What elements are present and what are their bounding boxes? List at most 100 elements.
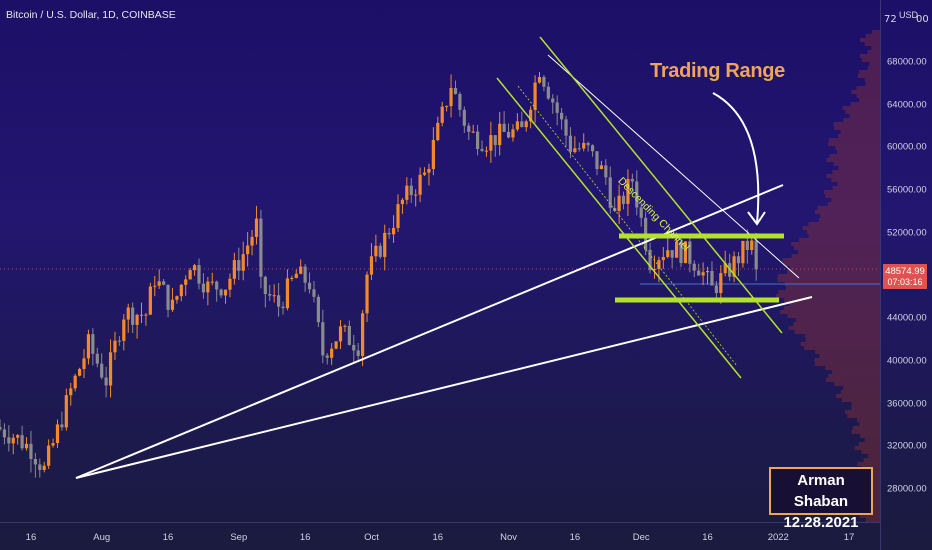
candle-body (608, 177, 612, 208)
volume-profile-bar (800, 342, 880, 346)
y-tick-label: 28000.00 (887, 483, 927, 495)
channel-upper[interactable] (539, 36, 783, 334)
x-tick-label: 16 (162, 532, 174, 543)
volume-profile-bar (859, 38, 880, 42)
candle-body (599, 165, 604, 170)
candle-body (157, 281, 161, 286)
x-tick-label: 17 (843, 532, 855, 543)
volume-profile-bar (784, 298, 880, 302)
candle-body (723, 263, 727, 274)
candle-body (2, 429, 7, 438)
candle-body (241, 254, 245, 271)
volume-profile-bar (831, 198, 880, 202)
volume-profile-bar (777, 274, 880, 278)
candle-body (122, 319, 126, 341)
candle-body (162, 281, 166, 285)
candle-body (409, 185, 413, 196)
volume-profile-bar (783, 262, 880, 266)
volume-profile-bar (827, 142, 880, 146)
volume-profile-bar (831, 178, 880, 182)
candle-body (405, 185, 409, 200)
candle-body (480, 148, 484, 151)
candle-body (679, 241, 683, 264)
volume-profile-bar (871, 506, 880, 510)
x-tick-label: Nov (500, 532, 517, 543)
candle-body (661, 257, 665, 261)
volume-profile-bar (788, 326, 880, 330)
candle-body (683, 241, 688, 264)
candle-body (153, 285, 157, 287)
volume-profile-bar (819, 354, 880, 358)
candle-body (506, 131, 511, 138)
candle-body (427, 168, 431, 173)
channel-mid[interactable] (517, 85, 738, 367)
y-axis-divider (880, 0, 881, 550)
candle-body (117, 340, 121, 342)
candle-body (414, 194, 418, 196)
symbol-title[interactable]: Bitcoin / U.S. Dollar, 1D, COINBASE (6, 9, 176, 21)
candle-body (732, 256, 736, 277)
candle-body (91, 334, 95, 354)
candle-body (582, 142, 586, 149)
candle-body (254, 218, 259, 237)
volume-profile-bar (851, 90, 880, 94)
descending-upper-thin[interactable] (547, 54, 800, 279)
trendline-lower[interactable] (75, 296, 813, 479)
clipped-tick-left: 72 (884, 14, 897, 25)
volume-profile-bar (814, 210, 880, 214)
volume-profile-bar (825, 378, 880, 382)
range-arrow[interactable] (712, 92, 760, 224)
candle-body (458, 94, 462, 110)
candle-body (16, 435, 20, 438)
volume-profile-bar (843, 386, 880, 390)
y-tick-label: 32000.00 (887, 440, 927, 452)
y-tick-label: 60000.00 (887, 141, 927, 153)
y-tick-label: 40000.00 (887, 355, 927, 367)
volume-profile-bar (851, 406, 880, 410)
y-tick-label: 44000.00 (887, 312, 927, 324)
volume-profile-bar (856, 86, 880, 90)
x-tick-label: Oct (364, 532, 379, 543)
channel-lower[interactable] (496, 77, 742, 379)
candle-body (630, 178, 634, 182)
candle-body (604, 165, 608, 178)
candle-body (635, 181, 639, 208)
volume-profile-bar (854, 446, 880, 450)
volume-profile-bar (823, 190, 880, 194)
volume-profile-bar (847, 414, 880, 418)
candle-body (701, 272, 705, 276)
volume-profile-bar (860, 434, 880, 438)
volume-profile-bar (838, 166, 880, 170)
candle-body (290, 278, 294, 280)
volume-profile-bar (859, 422, 880, 426)
volume-profile-bar (778, 290, 880, 294)
x-axis-divider (0, 522, 880, 523)
candle-body (710, 270, 714, 286)
volume-profile-bar (856, 94, 880, 98)
y-tick-label: 64000.00 (887, 99, 927, 111)
trading-range-title[interactable]: Trading Range (650, 60, 786, 82)
volume-profile-bar (804, 346, 880, 350)
candle-body (237, 260, 241, 271)
candle-body (321, 322, 325, 356)
candle-body (440, 106, 444, 123)
volume-profile-bar (808, 234, 880, 238)
volume-profile-bar (849, 114, 880, 118)
candle-body (537, 76, 542, 83)
candle-body (352, 344, 356, 351)
volume-profile-bar (859, 70, 880, 74)
candle-body (69, 388, 73, 396)
volume-profile-bar (867, 502, 880, 506)
volume-profile-bar (869, 490, 880, 494)
volume-profile-bar (850, 102, 880, 106)
volume-profile-bar (843, 118, 880, 122)
candle-body (334, 341, 338, 349)
volume-profile-bar (825, 194, 880, 198)
volume-profile-bar (858, 442, 880, 446)
candle-body (568, 135, 573, 153)
candle-body (104, 377, 108, 386)
candle-body (131, 307, 135, 325)
candle-body (374, 245, 378, 257)
volume-profile-bar (857, 462, 880, 466)
